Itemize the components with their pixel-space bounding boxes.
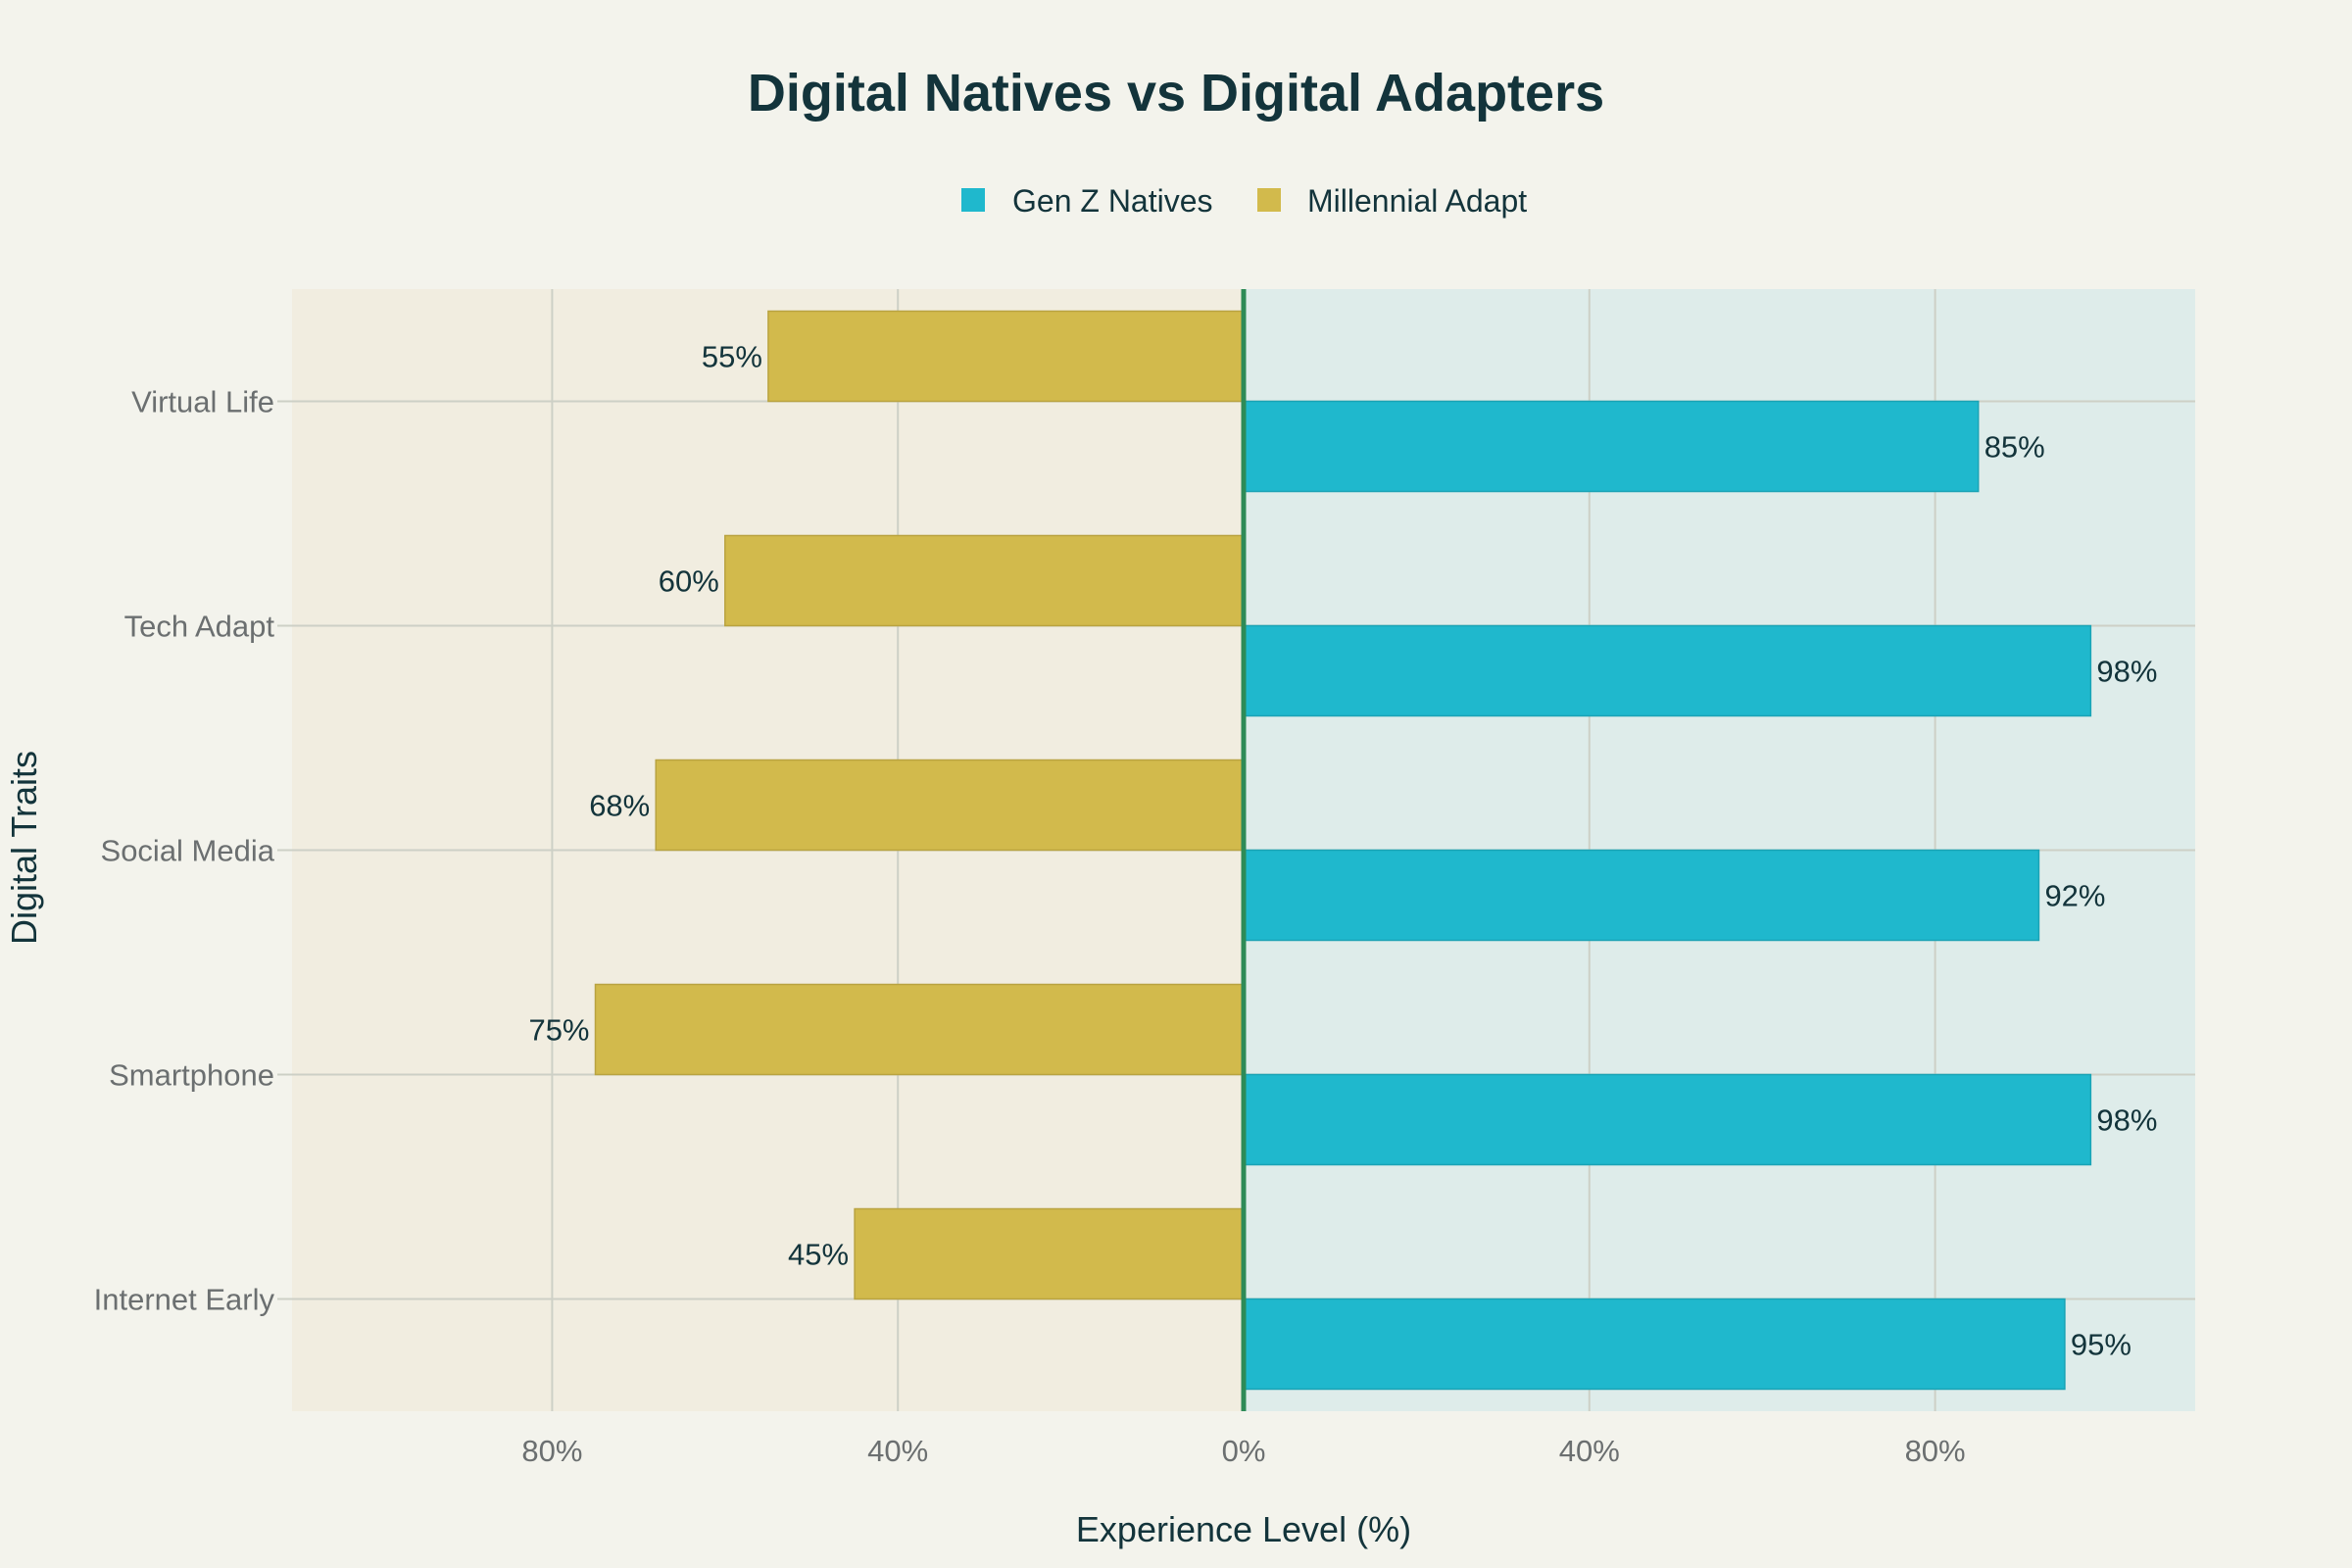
legend: Gen Z Natives Millennial Adapt — [961, 183, 1527, 219]
x-axis-ticks: 80% 40% 0% 40% 80% — [521, 1434, 1965, 1468]
legend-swatch-millennial — [1257, 188, 1281, 212]
data-label-gen-z-natives-virtual-life: 85% — [1984, 430, 2045, 465]
x-tick-label: 40% — [1559, 1434, 1620, 1468]
data-labels: 95% 98% 92% 98% 85% 45% 75% 68% 60% 55% — [528, 340, 2157, 1362]
y-axis-ticks: Internet Early Smartphone Social Media Tech… — [94, 385, 275, 1317]
legend-label-gen-z: Gen Z Natives — [1012, 183, 1213, 219]
bar-millennial-adapt-smartphone — [594, 983, 1245, 1076]
x-tick-label: 80% — [521, 1434, 582, 1468]
data-label-gen-z-natives-internet-early: 95% — [2071, 1328, 2132, 1362]
legend-label-millennial: Millennial Adapt — [1307, 183, 1527, 219]
bar-gen-z-natives-internet-early — [1243, 1298, 2066, 1391]
bar-millennial-adapt-internet-early — [854, 1207, 1245, 1300]
x-tick-label: 0% — [1222, 1434, 1266, 1468]
bar-millennial-adapt-social-media — [655, 759, 1245, 852]
bar-millennial-adapt-virtual-life — [767, 310, 1245, 403]
data-label-gen-z-natives-social-media: 92% — [2044, 879, 2105, 913]
y-tick-label-social-media: Social Media — [101, 834, 275, 868]
data-label-millennial-adapt-internet-early: 45% — [788, 1238, 849, 1272]
y-tick-label-tech-adapt: Tech Adapt — [124, 610, 275, 644]
bar-millennial-adapt-tech-adapt — [724, 534, 1245, 627]
data-label-millennial-adapt-smartphone: 75% — [528, 1013, 589, 1048]
y-tick-label-internet-early: Internet Early — [94, 1283, 275, 1317]
data-label-millennial-adapt-social-media: 68% — [589, 789, 650, 823]
y-axis-title: Digital Traits — [4, 751, 44, 945]
y-tick-label-smartphone: Smartphone — [109, 1058, 274, 1093]
data-label-gen-z-natives-smartphone: 98% — [2096, 1103, 2157, 1138]
x-tick-label: 80% — [1905, 1434, 1966, 1468]
bar-gen-z-natives-smartphone — [1243, 1073, 2092, 1166]
legend-swatch-gen-z — [961, 188, 985, 212]
chart-title: Digital Natives vs Digital Adapters — [748, 64, 1604, 122]
x-tick-label: 40% — [867, 1434, 928, 1468]
bar-gen-z-natives-virtual-life — [1243, 400, 1980, 493]
bar-gen-z-natives-social-media — [1243, 849, 2040, 942]
data-label-gen-z-natives-tech-adapt: 98% — [2096, 655, 2157, 689]
x-axis-title: Experience Level (%) — [1076, 1509, 1411, 1549]
data-label-millennial-adapt-virtual-life: 55% — [702, 340, 762, 374]
y-tick-label-virtual-life: Virtual Life — [131, 385, 274, 419]
bar-gen-z-natives-tech-adapt — [1243, 624, 2092, 717]
data-label-millennial-adapt-tech-adapt: 60% — [659, 564, 719, 599]
bars — [594, 310, 2092, 1391]
